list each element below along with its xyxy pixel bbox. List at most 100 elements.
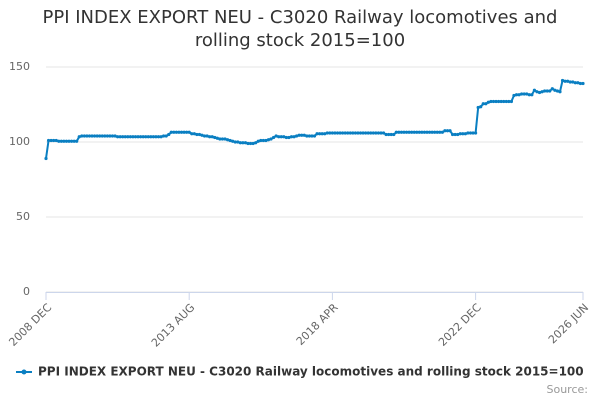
point bbox=[453, 132, 457, 137]
point bbox=[335, 131, 340, 135]
point bbox=[351, 131, 355, 135]
point bbox=[461, 132, 465, 136]
point bbox=[512, 93, 516, 98]
point bbox=[530, 93, 534, 97]
point bbox=[248, 141, 253, 146]
point bbox=[279, 135, 283, 139]
point bbox=[118, 135, 122, 139]
point bbox=[200, 133, 204, 137]
point bbox=[404, 130, 409, 134]
point bbox=[366, 131, 370, 135]
point bbox=[274, 134, 278, 138]
point bbox=[141, 135, 145, 139]
chart-title: PPI INDEX EXPORT NEU - C3020 Railway loc… bbox=[42, 7, 558, 51]
point bbox=[197, 132, 202, 137]
point bbox=[208, 135, 212, 139]
point bbox=[402, 130, 406, 134]
source: Source: bbox=[547, 383, 589, 396]
point bbox=[333, 131, 337, 135]
point bbox=[95, 134, 99, 138]
point bbox=[527, 93, 531, 97]
point bbox=[445, 129, 450, 133]
point bbox=[98, 134, 102, 138]
point bbox=[514, 93, 519, 97]
point bbox=[535, 90, 539, 94]
point bbox=[103, 134, 107, 138]
point bbox=[169, 130, 173, 134]
point bbox=[458, 132, 462, 136]
x-tick-label: 2018 APR bbox=[294, 301, 341, 348]
point bbox=[525, 92, 529, 96]
point bbox=[499, 99, 503, 104]
point bbox=[46, 138, 51, 143]
point bbox=[545, 89, 549, 93]
point bbox=[407, 130, 411, 134]
point bbox=[392, 132, 396, 137]
point bbox=[284, 135, 288, 140]
point bbox=[348, 131, 352, 135]
point bbox=[131, 135, 135, 139]
point bbox=[548, 89, 552, 93]
point bbox=[236, 140, 240, 144]
point bbox=[225, 138, 230, 142]
point bbox=[82, 134, 86, 138]
point bbox=[300, 133, 304, 137]
x-tick-label: 2013 AUG bbox=[149, 301, 198, 350]
point bbox=[54, 138, 58, 143]
point bbox=[474, 131, 478, 135]
point bbox=[231, 139, 235, 143]
point bbox=[369, 131, 373, 135]
y-tick-label: 100 bbox=[9, 135, 30, 148]
point bbox=[486, 100, 490, 104]
point bbox=[261, 138, 265, 143]
point bbox=[358, 131, 363, 135]
point bbox=[87, 134, 92, 138]
point bbox=[292, 135, 296, 139]
point bbox=[243, 141, 248, 145]
point bbox=[389, 132, 393, 137]
point bbox=[59, 139, 63, 143]
point bbox=[338, 131, 342, 135]
point bbox=[443, 129, 447, 133]
point bbox=[187, 130, 191, 134]
point bbox=[558, 90, 562, 94]
point bbox=[568, 80, 572, 84]
point bbox=[233, 140, 237, 144]
point bbox=[228, 138, 232, 143]
point bbox=[307, 134, 311, 138]
point bbox=[384, 132, 388, 137]
point bbox=[77, 135, 81, 139]
point bbox=[573, 81, 577, 85]
point bbox=[167, 132, 171, 137]
point bbox=[302, 133, 306, 137]
legend-marker bbox=[21, 369, 27, 375]
point bbox=[578, 81, 583, 86]
point bbox=[435, 130, 439, 134]
point bbox=[376, 131, 381, 135]
point bbox=[156, 135, 161, 139]
point bbox=[126, 135, 130, 139]
point bbox=[223, 137, 227, 141]
point bbox=[179, 130, 184, 134]
point bbox=[67, 139, 71, 143]
point bbox=[162, 134, 166, 138]
x-tick-label: 2022 DEC bbox=[436, 301, 484, 349]
point bbox=[410, 130, 414, 134]
point bbox=[489, 99, 493, 104]
point bbox=[266, 138, 271, 142]
point bbox=[182, 130, 186, 134]
point bbox=[520, 92, 524, 96]
point bbox=[220, 137, 225, 141]
point bbox=[305, 134, 309, 138]
point bbox=[271, 135, 276, 140]
point bbox=[417, 130, 421, 134]
point bbox=[484, 102, 488, 106]
point bbox=[64, 139, 69, 143]
point bbox=[195, 132, 199, 137]
point bbox=[287, 135, 291, 140]
point bbox=[450, 132, 455, 137]
point bbox=[256, 139, 260, 143]
point bbox=[448, 129, 452, 133]
point bbox=[397, 130, 401, 134]
